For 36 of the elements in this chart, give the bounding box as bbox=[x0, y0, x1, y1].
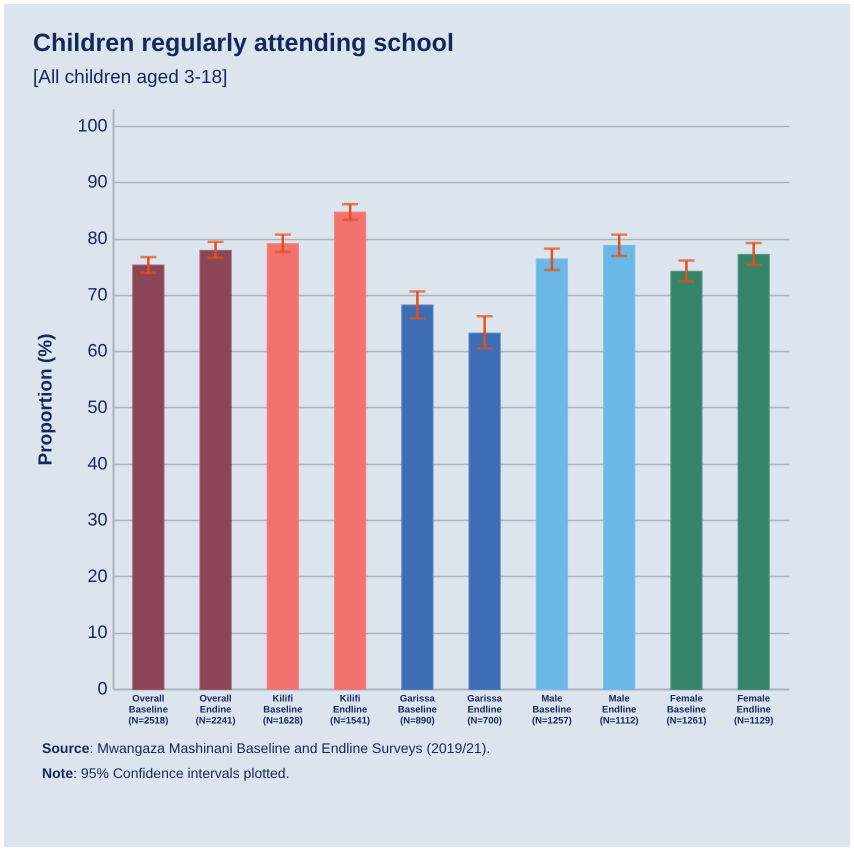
y-axis-title: Proportion (%) bbox=[35, 334, 56, 466]
bar bbox=[334, 212, 366, 690]
y-tick-label: 0 bbox=[97, 678, 108, 698]
y-tick-label: 70 bbox=[87, 284, 108, 304]
x-tick-label: Garissa Baseline (N=890) bbox=[398, 694, 437, 726]
y-tick-label: 30 bbox=[87, 510, 108, 530]
bar bbox=[199, 250, 232, 690]
source-note: Source: Mwangaza Mashinani Baseline and Endline Surveys (2019/21). bbox=[42, 739, 492, 758]
x-tick-label: Female Endline (N=1129) bbox=[734, 694, 774, 726]
y-tick-label: 20 bbox=[87, 566, 108, 586]
bar bbox=[738, 254, 770, 690]
y-tick-label: 90 bbox=[87, 172, 108, 192]
y-tick-label: 50 bbox=[87, 396, 108, 417]
y-tick-label: 60 bbox=[87, 340, 108, 361]
x-tick-label: Garissa Endline (N=700) bbox=[467, 694, 503, 726]
x-tick-label: Kilifi Endline (N=1541) bbox=[330, 694, 370, 726]
chart-title: Children regularly attending school bbox=[33, 29, 454, 57]
x-tick-label: Female Baseline (N=1261) bbox=[666, 694, 706, 726]
text: Note: 95% Confidence intervals plotted. bbox=[42, 764, 290, 783]
x-tick-label: Male Baseline (N=1257) bbox=[532, 694, 572, 726]
x-tick-label: Overall Baseline (N=2518) bbox=[128, 694, 168, 726]
x-tick-label: Overall Endine (N=2241) bbox=[196, 694, 236, 726]
bar bbox=[468, 332, 501, 690]
y-tick-label: 10 bbox=[87, 622, 108, 642]
y-tick-label: 80 bbox=[87, 228, 108, 248]
y-tick-label: 100 bbox=[77, 115, 108, 136]
bar bbox=[670, 270, 703, 690]
y-tick-label: 40 bbox=[87, 453, 108, 474]
bar bbox=[536, 258, 568, 690]
chart-subtitle: [All children aged 3-18] bbox=[33, 67, 228, 88]
x-tick-label: Male Endline (N=1112) bbox=[600, 694, 639, 726]
x-tick-label: Kilifi Baseline (N=1628) bbox=[262, 694, 303, 726]
bar bbox=[132, 264, 164, 690]
bar bbox=[603, 244, 636, 690]
bar bbox=[401, 304, 434, 690]
bar bbox=[266, 243, 299, 690]
